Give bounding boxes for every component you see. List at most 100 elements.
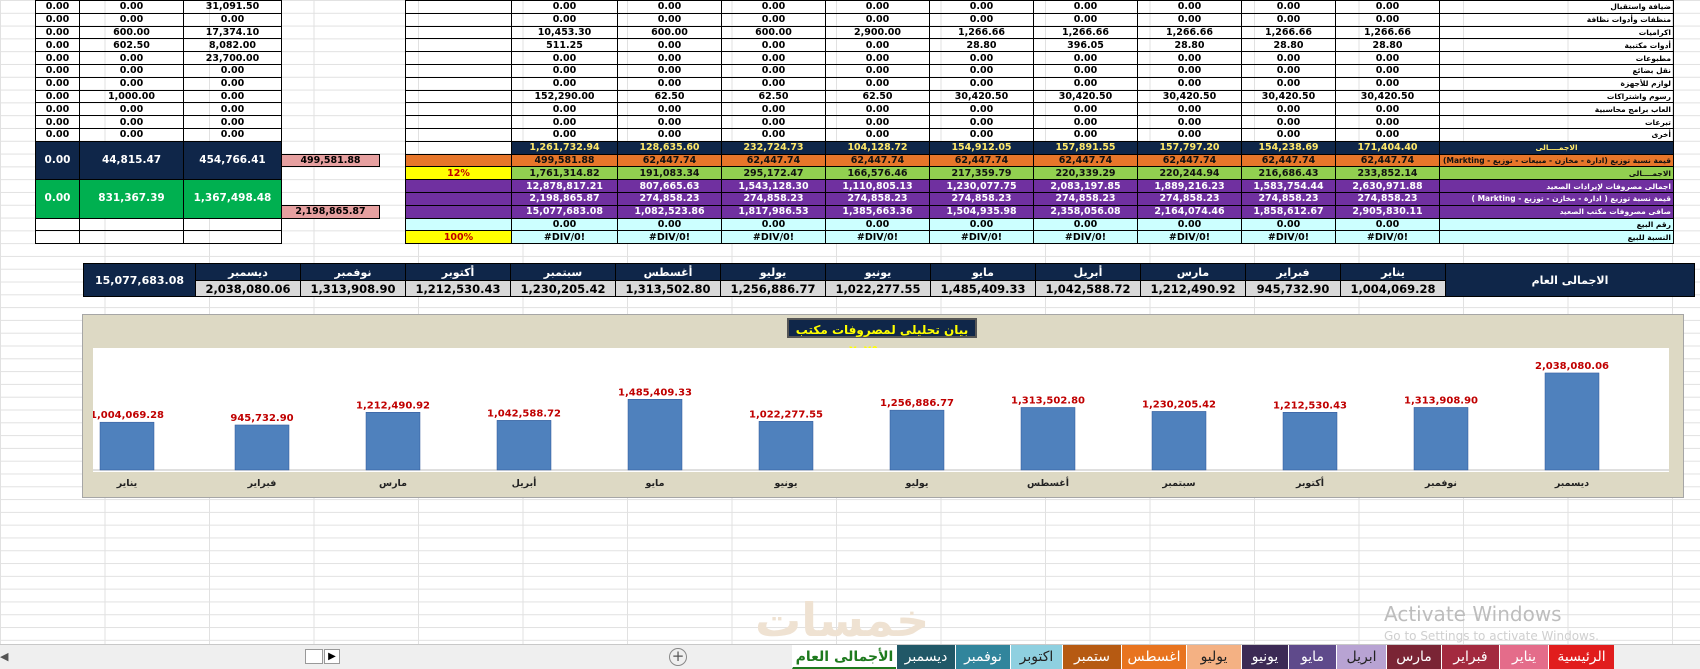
cell[interactable]: 0.00 <box>79 115 184 129</box>
bar[interactable] <box>627 399 683 471</box>
month-header[interactable]: يونيو <box>825 263 931 281</box>
row-label[interactable]: النسبة للبيع <box>1439 230 1674 245</box>
cell[interactable]: 274,858.23 <box>929 191 1034 206</box>
bar[interactable] <box>99 421 155 471</box>
cell[interactable]: 0.00 <box>825 115 930 129</box>
cell[interactable]: #DIV/0! <box>825 230 930 245</box>
grand-total-label[interactable]: الاجمالى العام <box>1445 263 1695 297</box>
cell[interactable]: 171,404.40 <box>1335 140 1440 155</box>
month-value[interactable]: 1,313,908.90 <box>300 280 406 297</box>
add-sheet-button[interactable]: + <box>669 648 687 666</box>
cell[interactable]: 154,912.05 <box>929 140 1034 155</box>
cell[interactable]: 0.00 <box>1335 0 1440 14</box>
empty-cell[interactable] <box>405 127 512 142</box>
cell[interactable]: 0.00 <box>1033 63 1138 78</box>
empty-cell[interactable] <box>405 0 512 14</box>
cell[interactable]: 0.00 <box>1335 115 1440 129</box>
sheet-tab[interactable]: نوفمبر <box>955 645 1010 669</box>
cell[interactable]: 2,198,865.87 <box>511 191 618 206</box>
cell[interactable]: 62,447.74 <box>825 153 930 168</box>
cell[interactable]: 0.00 <box>511 12 618 27</box>
cell[interactable]: 807,665.63 <box>617 179 722 193</box>
cell[interactable]: 28.80 <box>1137 38 1242 53</box>
cell[interactable]: 0.00 <box>721 217 826 232</box>
cell[interactable]: 0.00 <box>1241 217 1336 232</box>
cell[interactable]: 0.00 <box>929 12 1034 27</box>
cell[interactable]: #DIV/0! <box>1033 230 1138 245</box>
row-label[interactable]: منظفات وأدوات نظافة <box>1439 12 1674 27</box>
cell[interactable]: 30,420.50 <box>1335 89 1440 104</box>
cell[interactable]: 0.00 <box>721 12 826 27</box>
row-label[interactable]: نقل بضائع <box>1439 63 1674 78</box>
cell[interactable]: 0.00 <box>721 0 826 14</box>
cell[interactable]: 0.00 <box>79 76 184 91</box>
cell[interactable]: 0.00 <box>79 12 184 27</box>
cell[interactable]: 274,858.23 <box>721 191 826 206</box>
cell[interactable]: 62,447.74 <box>617 153 722 168</box>
empty-cell[interactable] <box>79 230 184 245</box>
cell[interactable]: 23,700.00 <box>183 51 282 65</box>
cell[interactable]: 602.50 <box>79 38 184 53</box>
empty-cell[interactable] <box>405 51 512 65</box>
cell[interactable]: 0.00 <box>35 115 80 129</box>
cell[interactable]: 0.00 <box>825 63 930 78</box>
bar[interactable] <box>1020 407 1076 471</box>
cell[interactable]: 0.00 <box>1033 0 1138 14</box>
cell[interactable]: 600.00 <box>79 25 184 40</box>
cell[interactable]: 1,543,128.30 <box>721 179 826 193</box>
cell[interactable]: 0.00 <box>617 12 722 27</box>
cell[interactable]: 1,504,935.98 <box>929 204 1034 219</box>
empty-cell[interactable] <box>405 217 512 232</box>
cell[interactable]: 0.00 <box>79 63 184 78</box>
cell[interactable]: 0.00 <box>617 115 722 129</box>
cell[interactable]: 0.00 <box>183 76 282 91</box>
month-header[interactable]: نوفمبر <box>300 263 406 281</box>
cell[interactable]: 128,635.60 <box>617 140 722 155</box>
empty-cell[interactable] <box>405 204 512 219</box>
cell[interactable]: 1,761,314.82 <box>511 166 618 181</box>
cell[interactable]: 274,858.23 <box>1335 191 1440 206</box>
bar[interactable] <box>496 420 552 471</box>
cell[interactable]: 62,447.74 <box>1241 153 1336 168</box>
cell[interactable]: 0.00 <box>1033 51 1138 65</box>
cell[interactable]: 152,290.00 <box>511 89 618 104</box>
cell[interactable]: 0.00 <box>1137 51 1242 65</box>
row-label[interactable]: مطبوعات <box>1439 51 1674 65</box>
sheet-tab[interactable]: مارس <box>1386 645 1441 669</box>
empty-cell[interactable] <box>79 217 184 232</box>
cell[interactable]: 157,797.20 <box>1137 140 1242 155</box>
cell[interactable]: 0.00 <box>1335 51 1440 65</box>
row-label[interactable]: قيمة نسبة توزيع (ادارة - مخازن - مبيعات … <box>1439 153 1674 168</box>
cell[interactable]: 0.00 <box>1241 115 1336 129</box>
cell[interactable]: 0.00 <box>511 0 618 14</box>
cell[interactable]: 2,083,197.85 <box>1033 179 1138 193</box>
row-label[interactable]: تبرعات <box>1439 115 1674 129</box>
cell[interactable]: 274,858.23 <box>617 191 722 206</box>
row-label[interactable]: رقم البيع <box>1439 217 1674 232</box>
cell[interactable]: 0.00 <box>721 51 826 65</box>
cell[interactable]: 0.00 <box>1241 12 1336 27</box>
bar[interactable] <box>1544 372 1600 471</box>
cell[interactable]: 600.00 <box>721 25 826 40</box>
empty-cell[interactable] <box>183 217 282 232</box>
cell[interactable]: 0.00 <box>1137 127 1242 142</box>
cell[interactable]: 0.00 <box>825 127 930 142</box>
cell[interactable]: 1,266.66 <box>929 25 1034 40</box>
cell[interactable]: #DIV/0! <box>721 230 826 245</box>
cell[interactable]: 0.00 <box>35 0 80 14</box>
cell[interactable]: 2,358,056.08 <box>1033 204 1138 219</box>
cell[interactable]: 0.00 <box>1137 0 1242 14</box>
cell[interactable]: 274,858.23 <box>1137 191 1242 206</box>
month-value[interactable]: 1,004,069.28 <box>1340 280 1446 297</box>
cell[interactable]: 62,447.74 <box>929 153 1034 168</box>
cell[interactable]: 154,238.69 <box>1241 140 1336 155</box>
cell[interactable]: 511.25 <box>511 38 618 53</box>
cell[interactable]: 0.00 <box>35 25 80 40</box>
cell[interactable]: 0.00 <box>511 63 618 78</box>
empty-cell[interactable] <box>35 217 80 232</box>
sheet-tab[interactable]: يوليو <box>1186 645 1241 669</box>
horizontal-scroll-thumb[interactable] <box>305 649 323 664</box>
month-header[interactable]: فبراير <box>1245 263 1341 281</box>
cell[interactable]: 0.00 <box>617 51 722 65</box>
cell[interactable]: 1,583,754.44 <box>1241 179 1336 193</box>
